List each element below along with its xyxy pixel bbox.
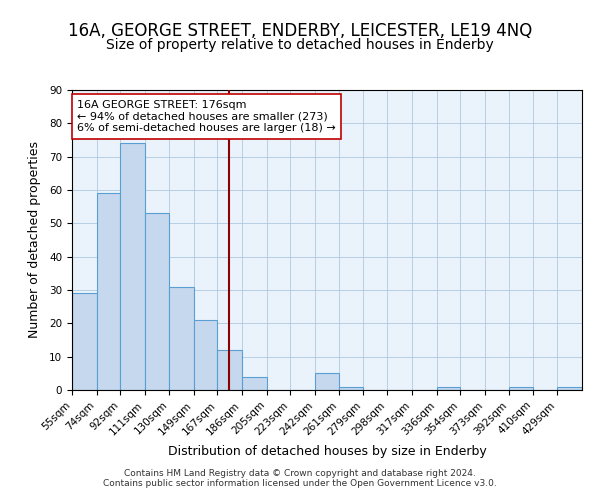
Bar xyxy=(557,386,582,390)
Bar xyxy=(314,374,340,390)
Bar xyxy=(72,294,97,390)
Text: 16A, GEORGE STREET, ENDERBY, LEICESTER, LE19 4NQ: 16A, GEORGE STREET, ENDERBY, LEICESTER, … xyxy=(68,22,532,40)
Bar xyxy=(97,194,120,390)
Bar xyxy=(145,214,169,390)
Bar xyxy=(194,320,217,390)
Bar xyxy=(509,386,533,390)
Bar xyxy=(340,386,362,390)
Bar xyxy=(169,286,194,390)
Bar xyxy=(217,350,242,390)
Bar xyxy=(242,376,266,390)
Text: Contains public sector information licensed under the Open Government Licence v3: Contains public sector information licen… xyxy=(103,478,497,488)
Text: Size of property relative to detached houses in Enderby: Size of property relative to detached ho… xyxy=(106,38,494,52)
Text: Contains HM Land Registry data © Crown copyright and database right 2024.: Contains HM Land Registry data © Crown c… xyxy=(124,468,476,477)
Bar xyxy=(120,144,145,390)
Y-axis label: Number of detached properties: Number of detached properties xyxy=(28,142,41,338)
Text: 16A GEORGE STREET: 176sqm
← 94% of detached houses are smaller (273)
6% of semi-: 16A GEORGE STREET: 176sqm ← 94% of detac… xyxy=(77,100,336,133)
Bar xyxy=(437,386,460,390)
X-axis label: Distribution of detached houses by size in Enderby: Distribution of detached houses by size … xyxy=(167,445,487,458)
